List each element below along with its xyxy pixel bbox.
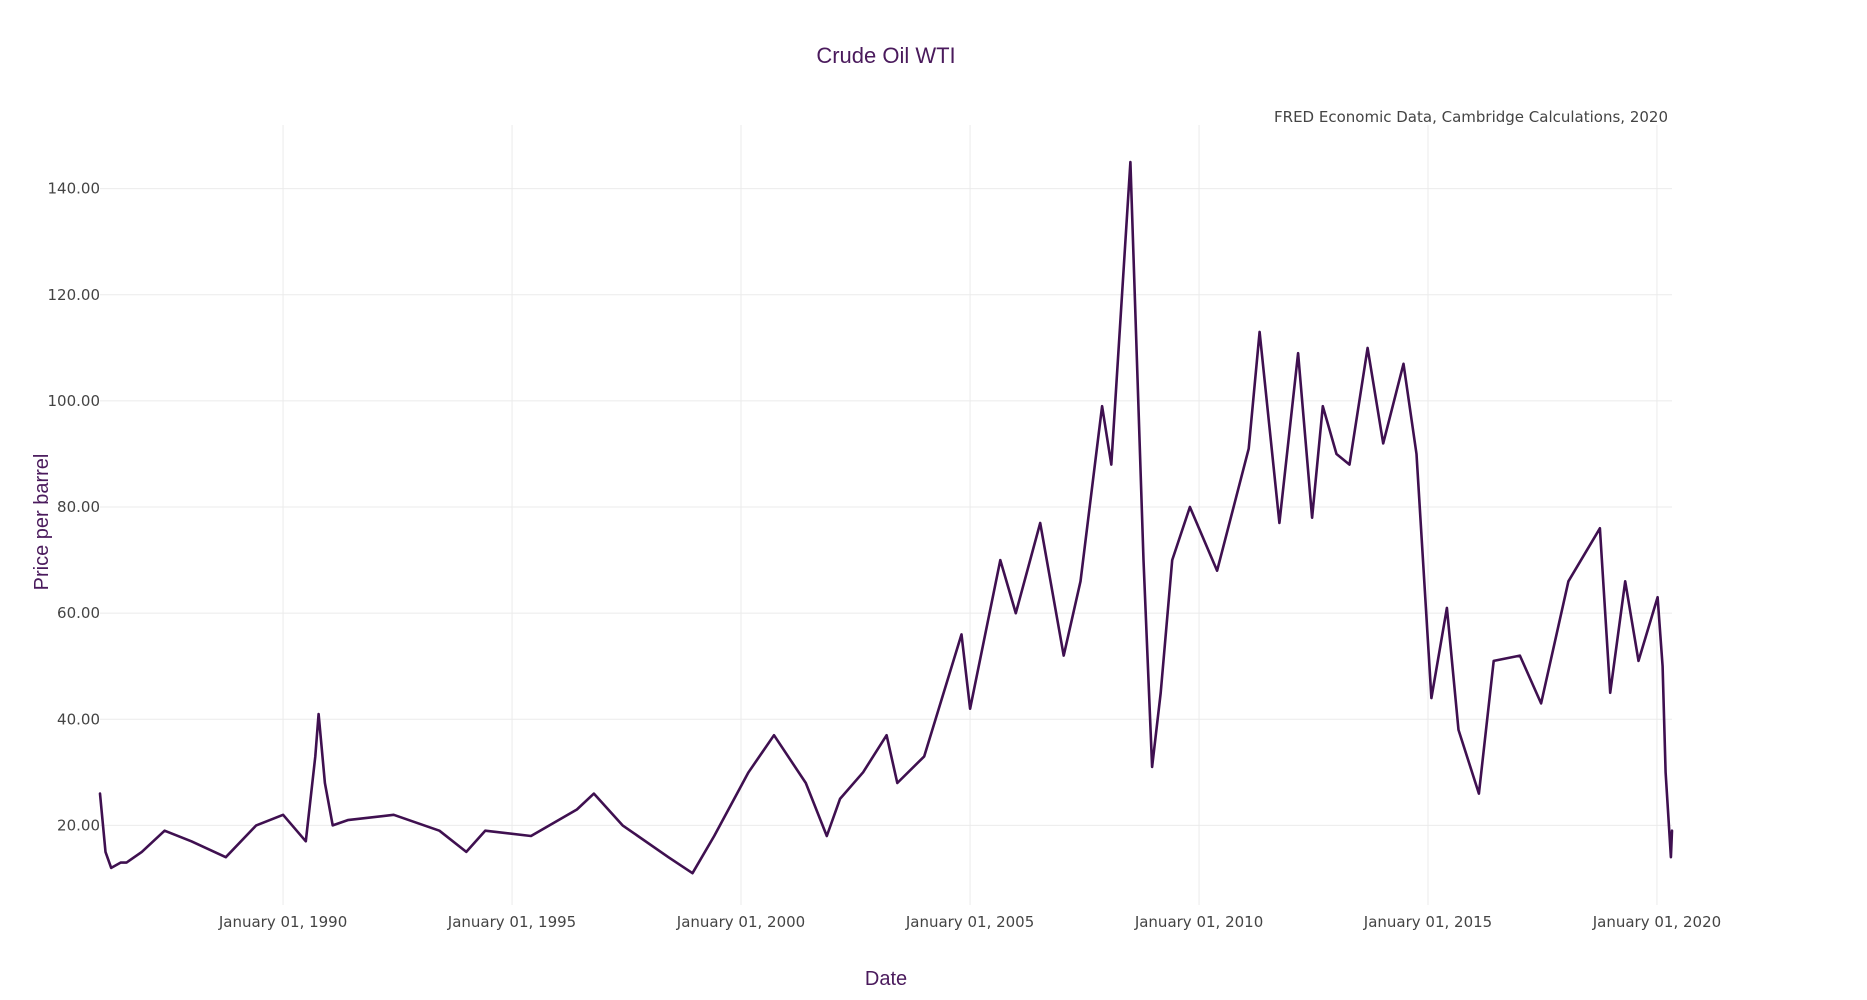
y-tick-label: 100.00	[48, 392, 101, 410]
y-tick-label: 80.00	[57, 498, 100, 516]
y-tick-label: 20.00	[57, 816, 100, 834]
x-tick-label: January 01, 2020	[1592, 913, 1721, 931]
y-tick-label: 140.00	[48, 180, 101, 198]
series-line	[98, 160, 1674, 875]
x-tick-label: January 01, 2010	[1134, 913, 1263, 931]
y-tick-label: 60.00	[57, 604, 100, 622]
y-tick-label: 40.00	[57, 710, 100, 728]
tick-labels: 20.00 40.00 60.00 80.00 100.00 120.00 140.00 Ja…	[48, 180, 1722, 931]
x-tick-label: January 01, 2000	[676, 913, 805, 931]
gridlines	[100, 125, 1672, 905]
x-tick-label: January 01, 1995	[447, 913, 576, 931]
y-tick-label: 120.00	[48, 286, 101, 304]
x-axis-title: Date	[865, 968, 907, 990]
x-tick-label: January 01, 2005	[905, 913, 1034, 931]
y-axis-title: Price per barrel	[31, 454, 53, 591]
x-tick-label: January 01, 1990	[218, 913, 347, 931]
x-tick-label: January 01, 2015	[1363, 913, 1492, 931]
chart-title: Crude Oil WTI	[816, 43, 955, 68]
chart-annotation: FRED Economic Data, Cambridge Calculatio…	[1274, 108, 1668, 126]
